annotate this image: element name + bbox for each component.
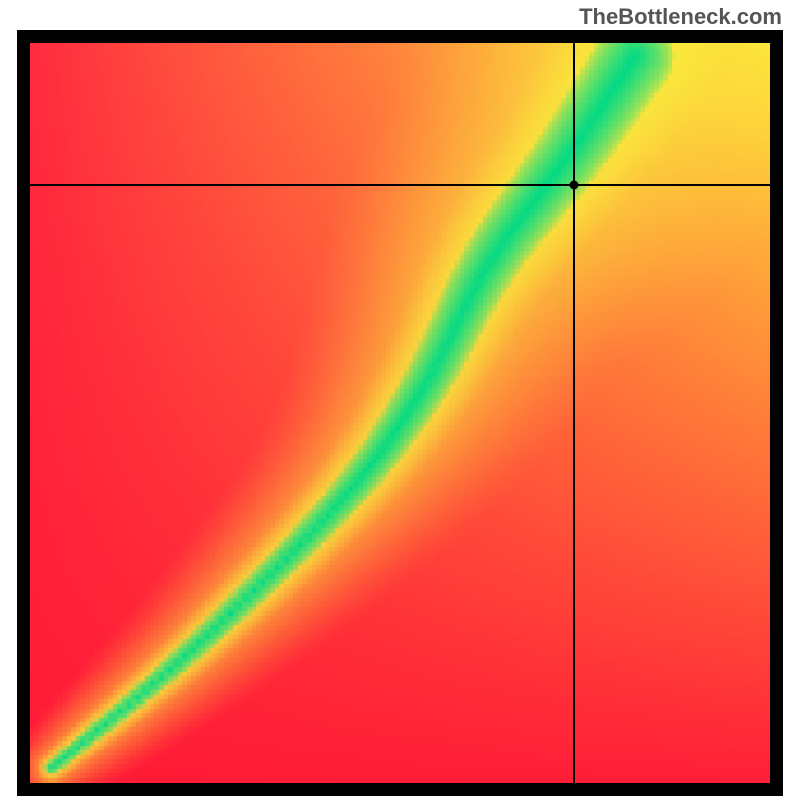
chart-frame <box>17 30 783 796</box>
marker-dot <box>569 181 578 190</box>
crosshair-horizontal <box>30 184 770 186</box>
heatmap-canvas <box>30 43 770 783</box>
watermark-text: TheBottleneck.com <box>579 4 782 30</box>
page-container: TheBottleneck.com <box>0 0 800 800</box>
crosshair-vertical <box>573 43 575 783</box>
